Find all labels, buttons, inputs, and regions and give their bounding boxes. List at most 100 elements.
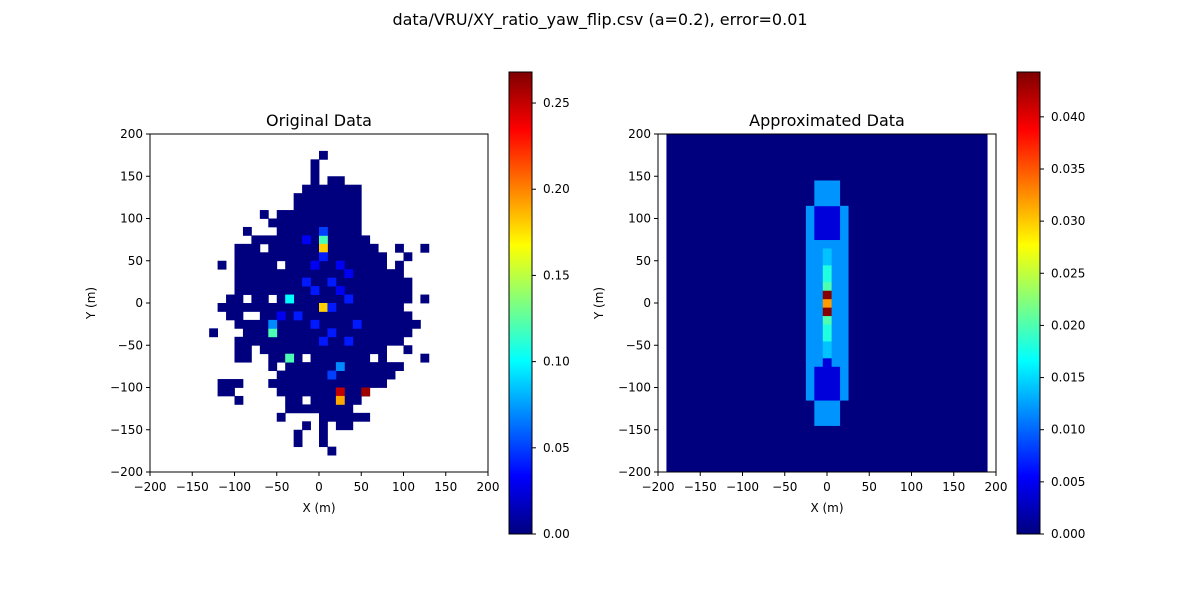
heatmap-cell-bg [293, 210, 362, 219]
heatmap-cell [327, 328, 337, 338]
heatmap-cell [310, 260, 320, 270]
heatmap-cell-bg [234, 269, 286, 279]
y-tick-label: −50 [626, 338, 651, 352]
colorbar-tick-label: 0.005 [1051, 475, 1085, 489]
original-ylabel: Y (m) [84, 287, 98, 320]
heatmap-cell-bg [310, 404, 328, 414]
heatmap-cell-bg [319, 429, 328, 439]
heatmap-cell-bg [293, 193, 362, 202]
colorbar-tick-label: 0.030 [1051, 214, 1085, 228]
original-xlabel: X (m) [302, 501, 335, 515]
heatmap-cell-bg [259, 311, 413, 321]
x-tick-label: −150 [684, 480, 717, 494]
heatmap-cell [814, 205, 824, 241]
heatmap-cell-bg [335, 421, 354, 431]
heatmap-cell-bg [268, 235, 295, 245]
x-tick-label: −150 [176, 480, 209, 494]
colorbar-tick-label: 0.010 [1051, 423, 1085, 437]
colorbar-tick-label: 0.25 [543, 96, 570, 110]
heatmap-cell [285, 294, 295, 304]
heatmap-cell-bg [217, 387, 235, 397]
y-tick-label: −150 [110, 423, 143, 437]
heatmap-cell-bg [378, 353, 387, 363]
heatmap-cell [319, 235, 328, 245]
heatmap-cell-bg [276, 412, 286, 422]
heatmap-cell [822, 400, 832, 426]
heatmap-cell [822, 290, 832, 300]
heatmap-cell [327, 303, 337, 312]
heatmap-cell-bg [217, 379, 244, 388]
heatmap-cell-bg [234, 277, 261, 287]
heatmap-cell [839, 205, 849, 401]
colorbar-tick-label: 0.05 [543, 441, 570, 455]
heatmap-cell [335, 395, 345, 405]
heatmap-cell [831, 205, 841, 241]
heatmap-cell [822, 307, 832, 317]
x-tick-label: 100 [900, 480, 923, 494]
heatmap-cell [831, 180, 841, 207]
x-tick-label: 50 [862, 480, 877, 494]
original-colorbar-frame [508, 71, 533, 535]
heatmap-cell-bg [420, 243, 430, 253]
heatmap-cell-bg [242, 226, 252, 236]
y-tick-label: −100 [110, 381, 143, 395]
heatmap-cell-bg [395, 260, 404, 270]
approx-colorbar-frame [1016, 71, 1041, 535]
heatmap-cell [293, 311, 303, 321]
heatmap-cell [822, 324, 832, 342]
approx-heatmap-cells [666, 134, 988, 472]
approximated-data-panel: Approximated Data −200 −150 −100 −50 0 50 100 15… [592, 71, 1085, 541]
heatmap-cell-bg [327, 446, 337, 456]
heatmap-cell-bg [276, 387, 371, 397]
heatmap-cell [822, 239, 832, 249]
heatmap-cell-bg [226, 311, 244, 321]
heatmap-cell-bg [259, 210, 269, 219]
y-tick-label: −150 [618, 423, 651, 437]
heatmap-cell-bg [234, 395, 244, 405]
x-tick-label: −200 [642, 480, 675, 494]
colorbar-tick-label: 0.015 [1051, 371, 1085, 385]
heatmap-cell-bg [285, 379, 379, 388]
heatmap-cell-bg [319, 438, 328, 448]
heatmap-cell-bg [319, 412, 328, 422]
colorbar-tick-label: 0.10 [543, 355, 570, 369]
heatmap-cell-bg [293, 201, 362, 211]
x-tick-label: 200 [985, 480, 1008, 494]
heatmap-cell-bg [293, 429, 303, 439]
heatmap-cell-bg [259, 336, 404, 346]
x-tick-label: −200 [134, 480, 167, 494]
y-tick-label: 200 [120, 127, 143, 141]
heatmap-cell [335, 362, 345, 371]
original-colorbar [509, 72, 532, 534]
x-tick-label: 150 [434, 480, 457, 494]
heatmap-cell [822, 281, 832, 291]
heatmap-cell [335, 260, 345, 270]
heatmap-cell [335, 286, 345, 295]
heatmap-cell-bg [344, 412, 371, 422]
heatmap-cell [344, 294, 354, 304]
approx-ylabel: Y (m) [592, 287, 606, 320]
heatmap-cell-bg [293, 235, 371, 245]
heatmap-cell [361, 387, 371, 397]
heatmap-cell-bg [276, 226, 303, 236]
heatmap-cell [352, 319, 362, 329]
colorbar-tick-label: 0.040 [1051, 110, 1085, 124]
heatmap-cell-bg [268, 379, 286, 388]
heatmap-cell [310, 286, 320, 295]
heatmap-cell [327, 370, 337, 380]
heatmap-cell-bg [293, 438, 303, 448]
colorbar-tick-label: 0.000 [1051, 527, 1085, 541]
heatmap-cell-bg [268, 218, 295, 228]
heatmap-cell-bg [234, 319, 261, 329]
heatmap-cell-bg [378, 345, 387, 355]
heatmap-cell-bg [234, 336, 261, 346]
y-tick-label: 150 [628, 169, 651, 183]
heatmap-cell [822, 341, 832, 359]
approx-colorbar [1017, 72, 1040, 534]
heatmap-cell-bg [310, 176, 320, 186]
heatmap-cell [319, 303, 328, 312]
heatmap-cell [805, 205, 815, 401]
heatmap-cell-bg [319, 150, 328, 160]
heatmap-cell-bg [420, 294, 430, 304]
x-tick-label: 150 [942, 480, 965, 494]
